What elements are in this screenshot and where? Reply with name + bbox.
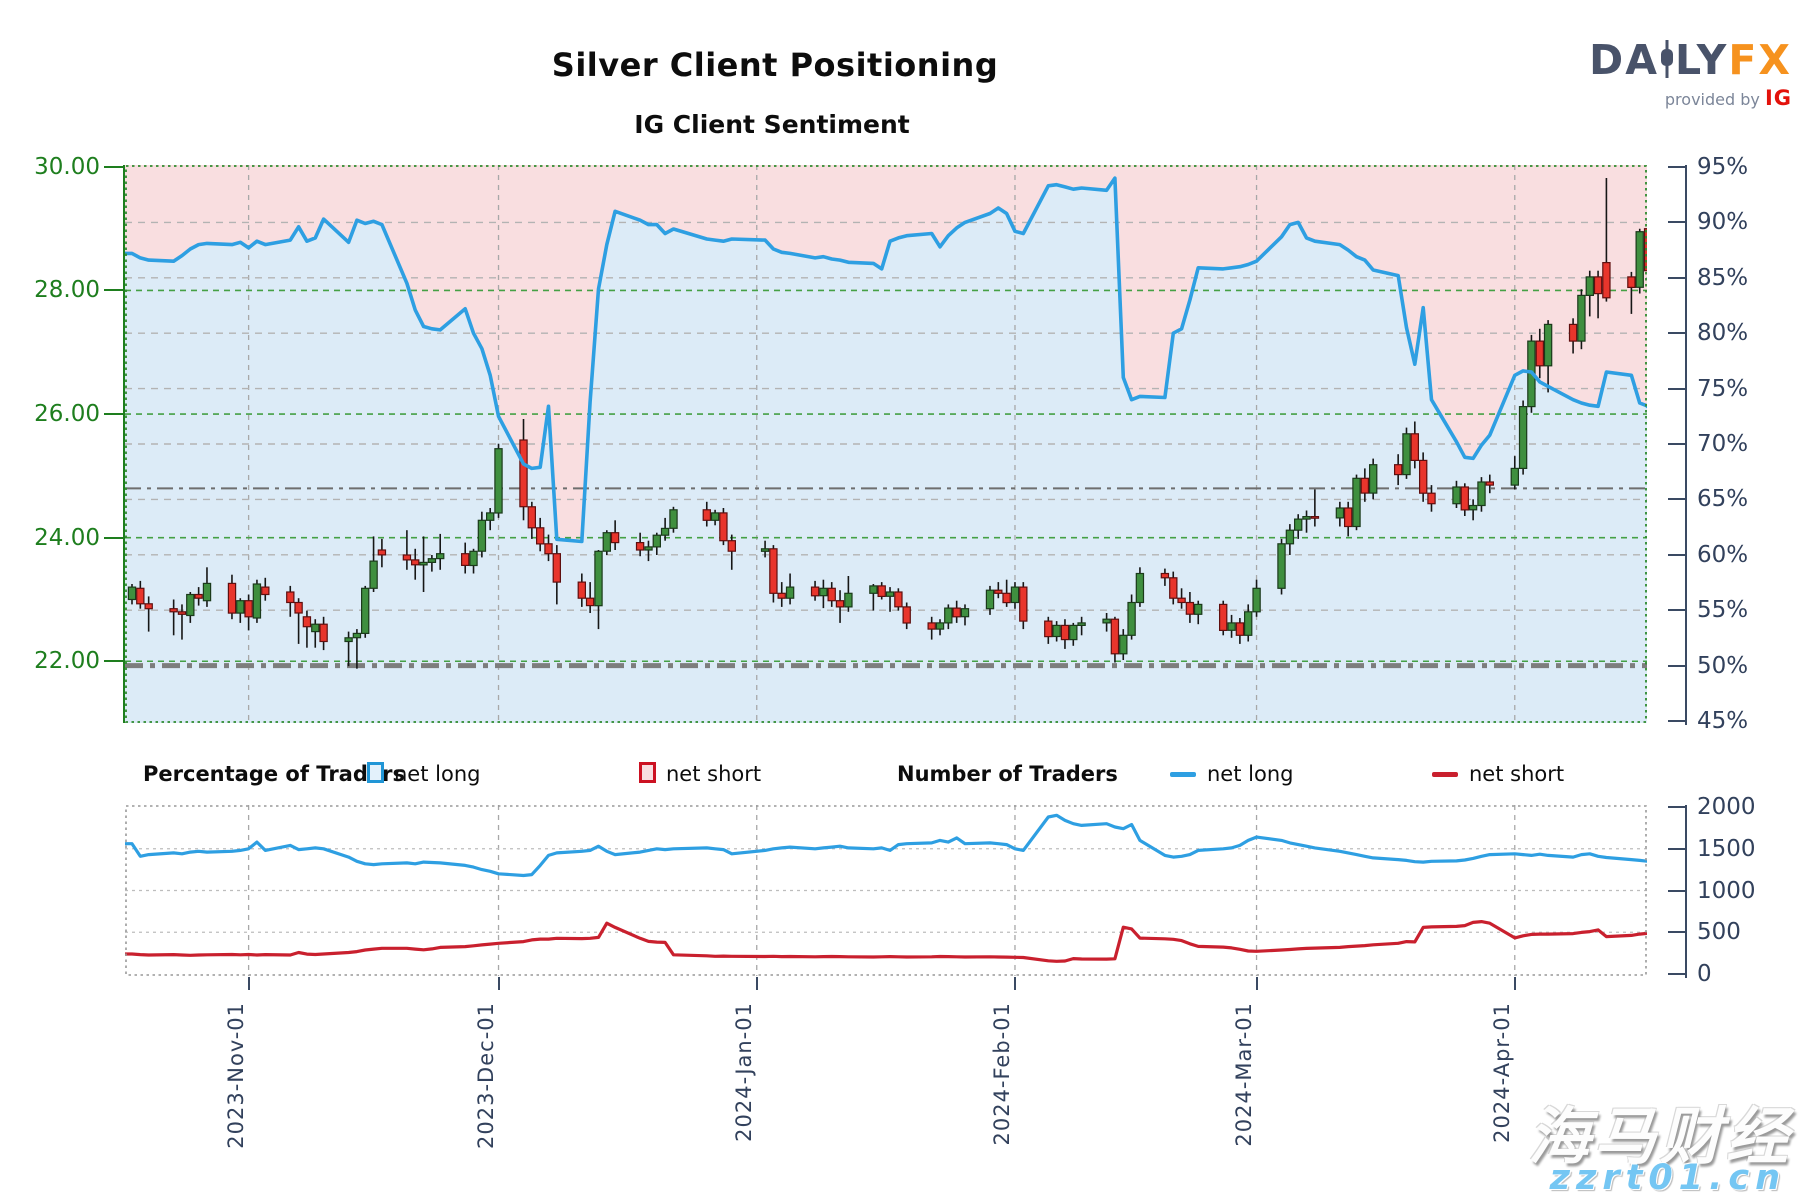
price-gridlines	[125, 289, 1647, 663]
legend-label-pct-net-long: net long	[394, 762, 481, 786]
x-axis-tick	[1014, 977, 1016, 990]
x-axis-label: 2023-Dec-01	[474, 1002, 498, 1149]
price-axis-label: 26.00	[34, 401, 100, 427]
pct-axis-label: 80%	[1697, 320, 1749, 346]
x-axis-label: 2024-Mar-01	[1232, 1002, 1256, 1147]
price-axis-label: 28.00	[34, 277, 100, 303]
num-long-line	[125, 813, 1647, 878]
candlesticks	[127, 178, 1647, 669]
pct-axis-label: 95%	[1697, 154, 1749, 180]
count-axis-tick	[1668, 848, 1685, 850]
pct-axis-label: 50%	[1697, 653, 1749, 679]
pct-axis-tick	[1668, 388, 1685, 390]
pct-axis-tick	[1668, 166, 1685, 168]
pct-axis-label: 65%	[1697, 486, 1749, 512]
pct-axis-tick	[1668, 609, 1685, 611]
x-axis-tick	[498, 977, 500, 990]
dailyfx-logo: DA LYFX provided by IG	[1492, 36, 1792, 111]
pct-axis-label: 85%	[1697, 265, 1749, 291]
legend-label-num-net-long: net long	[1207, 762, 1294, 786]
legend-dash-num-net-long	[1170, 772, 1196, 777]
page-title: Silver Client Positioning	[551, 46, 999, 84]
pct-axis-label: 60%	[1697, 542, 1749, 568]
dailyfx-wordmark: DA LYFX	[1589, 36, 1792, 84]
x-axis-label: 2023-Nov-01	[224, 1002, 248, 1149]
x-axis-tick	[1256, 977, 1258, 990]
left-axis-tick	[104, 537, 123, 539]
pct-axis-tick	[1668, 554, 1685, 556]
legend-group-number: Number of Traders	[897, 762, 1118, 786]
left-axis-spine	[123, 165, 125, 723]
count-gridlines	[125, 848, 1647, 933]
count-axis-tick	[1668, 890, 1685, 892]
sub-month-gridlines	[247, 805, 1516, 976]
pct-axis-tick	[1668, 443, 1685, 445]
count-axis-label: 2000	[1697, 794, 1756, 820]
legend-label-num-net-short: net short	[1469, 762, 1565, 786]
chart-subtitle: IG Client Sentiment	[634, 110, 910, 139]
x-axis-tick	[248, 977, 250, 990]
number-of-traders-plot	[125, 805, 1647, 976]
pct-axis-label: 90%	[1697, 209, 1749, 235]
legend-label-pct-net-short: net short	[666, 762, 762, 786]
left-axis-tick	[104, 166, 123, 168]
left-axis-tick	[104, 289, 123, 291]
pct-axis-label: 70%	[1697, 431, 1749, 457]
price-axis-label: 30.00	[34, 154, 100, 180]
x-axis-tick	[756, 977, 758, 990]
watermark-brand: 海马财经	[1527, 1100, 1792, 1173]
pct-axis-tick	[1668, 332, 1685, 334]
sentiment-price-plot	[125, 165, 1647, 723]
pct-axis-label: 75%	[1697, 376, 1749, 402]
pct-axis-tick	[1668, 277, 1685, 279]
count-axis-label: 1500	[1697, 836, 1756, 862]
pct-axis-label: 55%	[1697, 597, 1749, 623]
count-axis-tick	[1668, 973, 1685, 975]
legend-swatch-pct-net-long	[367, 762, 384, 783]
price-axis-label: 24.00	[34, 525, 100, 551]
count-axis-label: 500	[1697, 919, 1741, 945]
legend-swatch-pct-net-short	[639, 762, 656, 783]
candlestick-icon	[1659, 36, 1675, 84]
x-axis-tick	[1514, 977, 1516, 990]
pct-axis-tick	[1668, 665, 1685, 667]
x-axis-label: 2024-Feb-01	[990, 1002, 1014, 1146]
main-chart-svg	[125, 165, 1647, 723]
num-short-line	[125, 919, 1647, 963]
count-axis-label: 0	[1697, 961, 1712, 987]
legend-group-percentage: Percentage of Traders	[143, 762, 405, 786]
left-axis-tick	[104, 660, 123, 662]
pct-axis-tick	[1668, 221, 1685, 223]
pct-axis-label: 45%	[1697, 708, 1749, 734]
pct-axis-tick	[1668, 498, 1685, 500]
count-axis-tick	[1668, 931, 1685, 933]
right-axis-spine	[1685, 165, 1687, 725]
x-axis-label: 2024-Jan-01	[732, 1002, 756, 1142]
provided-by-ig: provided by IG	[1664, 86, 1792, 110]
count-axis-spine	[1685, 805, 1687, 978]
count-axis-label: 1000	[1697, 878, 1756, 904]
count-axis-tick	[1668, 806, 1685, 808]
net-long-area	[125, 178, 1647, 723]
x-axis-label: 2024-Apr-01	[1490, 1002, 1514, 1143]
legend-dash-num-net-short	[1432, 772, 1458, 777]
sub-plot-border	[125, 805, 1647, 976]
price-axis-label: 22.00	[34, 648, 100, 674]
watermark-url: zzrt01.cn	[1549, 1158, 1786, 1198]
traders-chart-svg	[125, 805, 1647, 976]
pct-axis-tick	[1668, 720, 1685, 722]
left-axis-tick	[104, 413, 123, 415]
net-long-pct-line	[125, 176, 1647, 544]
